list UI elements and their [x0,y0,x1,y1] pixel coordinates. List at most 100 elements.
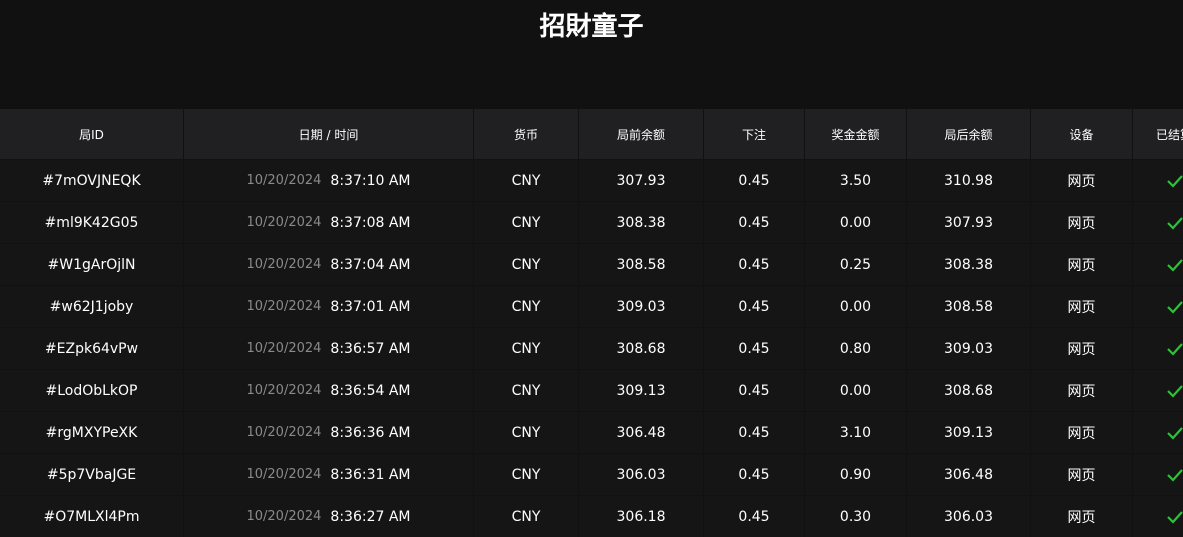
check-icon [1167,384,1183,398]
column-header: 下注 [704,109,804,159]
check-icon [1167,468,1183,482]
cell-text: 0.00 [839,214,872,231]
time-text: 8:37:04 AM [330,256,411,273]
cell-text: 306.03 [944,508,993,525]
table-cell: 10/20/2024 8:37:10 AM [184,160,473,201]
table-cell: 308.38 [579,202,703,243]
cell-text: CNY [511,256,541,273]
date-text: 10/20/2024 [246,467,322,482]
table-cell: 309.13 [907,412,1030,453]
cell-text: 0.25 [839,256,872,273]
date-text: 10/20/2024 [246,173,322,188]
table-cell: 307.93 [907,202,1030,243]
cell-text: 网页 [1067,215,1096,232]
table-cell: 网页 [1031,454,1132,495]
cell-text: 0.80 [839,340,872,357]
cell-text: #w62J1joby [49,298,134,315]
date-text: 10/20/2024 [246,425,322,440]
cell-text: CNY [511,298,541,315]
cell-text: CNY [511,172,541,189]
check-icon [1167,426,1183,440]
table-cell: 0.45 [704,160,804,201]
table-cell: CNY [474,286,578,327]
table-cell: 307.93 [579,160,703,201]
cell-text: #ml9K42G05 [44,214,139,231]
check-icon [1167,300,1183,314]
table-cell: #W1gArOjlN [0,244,183,285]
cell-text: 306.48 [616,424,666,441]
cell-text: #7mOVJNEQK [42,172,141,189]
table-cell: 0.45 [704,496,804,537]
table-cell: 10/20/2024 8:36:31 AM [184,454,473,495]
table-cell: 0.45 [704,328,804,369]
table-cell: 3.10 [805,412,906,453]
cell-text: 网页 [1067,467,1096,484]
cell-text: 0.45 [738,172,770,189]
status-cell [1133,370,1183,411]
cell-text: 0.00 [839,382,872,399]
table-cell: 0.45 [704,244,804,285]
table-cell: #LodObLkOP [0,370,183,411]
table-cell: #w62J1joby [0,286,183,327]
date-text: 10/20/2024 [246,383,322,398]
cell-text: CNY [511,382,541,399]
table-cell: 网页 [1031,160,1132,201]
table-cell: 0.90 [805,454,906,495]
column-header: 奖金金额 [805,109,906,159]
status-cell [1133,328,1183,369]
cell-text: 0.45 [738,214,770,231]
cell-text: 310.98 [944,172,993,189]
cell-text: 网页 [1067,383,1096,400]
table-cell: 0.25 [805,244,906,285]
table-cell: 0.45 [704,202,804,243]
cell-text: 309.03 [944,340,993,357]
cell-text: 309.03 [616,298,666,315]
table-cell: 0.45 [704,370,804,411]
time-text: 8:36:27 AM [330,508,411,525]
cell-text: CNY [511,508,541,525]
time-text: 8:37:08 AM [330,214,411,231]
cell-text: 网页 [1067,425,1096,442]
cell-text: 308.38 [616,214,666,231]
status-cell [1133,244,1183,285]
table-cell: 10/20/2024 8:37:01 AM [184,286,473,327]
time-text: 8:36:54 AM [330,382,411,399]
date-text: 10/20/2024 [246,341,322,356]
table-cell: 网页 [1031,370,1132,411]
table-cell: 310.98 [907,160,1030,201]
table-cell: 306.03 [579,454,703,495]
table-cell: 306.48 [579,412,703,453]
cell-text: 308.38 [944,256,993,273]
table-cell: 309.03 [579,286,703,327]
table-cell: 308.38 [907,244,1030,285]
column-header: 局ID [0,109,183,159]
cell-text: 0.90 [839,466,872,483]
table-cell: 0.30 [805,496,906,537]
cell-text: CNY [511,214,541,231]
table-cell: 网页 [1031,328,1132,369]
cell-text: 0.00 [839,298,872,315]
table-cell: 网页 [1031,244,1132,285]
table-cell: 0.00 [805,370,906,411]
table-cell: CNY [474,412,578,453]
column-header: 日期 / 时间 [184,109,473,159]
table-cell: 10/20/2024 8:36:57 AM [184,328,473,369]
cell-text: 306.18 [616,508,666,525]
column-header: 局后余额 [907,109,1030,159]
table-cell: #7mOVJNEQK [0,160,183,201]
table-cell: 306.18 [579,496,703,537]
cell-text: 309.13 [944,424,993,441]
table-cell: 10/20/2024 8:37:04 AM [184,244,473,285]
cell-text: 306.03 [616,466,666,483]
time-text: 8:36:31 AM [330,466,411,483]
column-header: 货币 [474,109,578,159]
cell-text: 网页 [1067,257,1096,274]
table-cell: 3.50 [805,160,906,201]
cell-text: 308.58 [616,256,666,273]
column-header: 设备 [1031,109,1132,159]
cell-text: 3.10 [839,424,872,441]
status-cell [1133,202,1183,243]
table-cell: 网页 [1031,412,1132,453]
table-cell: #O7MLXl4Pm [0,496,183,537]
